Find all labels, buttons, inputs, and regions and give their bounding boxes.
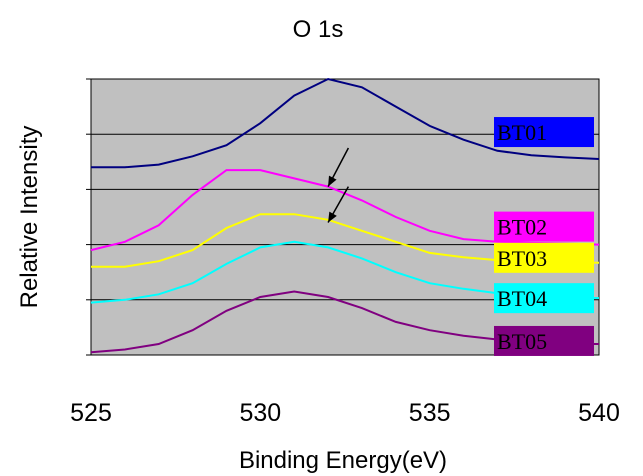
series-labels: BT01 BT02 BT03 BT04 BT05 xyxy=(494,117,594,356)
series-label-text: BT05 xyxy=(497,329,547,354)
x-axis-label: Binding Energy(eV) xyxy=(239,447,447,474)
x-tick-label: 525 xyxy=(70,399,112,427)
annotation-arrows xyxy=(327,147,350,223)
series-label-bt03: BT03 xyxy=(494,242,594,273)
annotation-arrow xyxy=(327,186,350,223)
x-tick-label: 540 xyxy=(578,399,620,427)
series-label-bt04: BT04 xyxy=(494,283,594,314)
series-label-text: BT03 xyxy=(497,246,547,271)
series-label-text: BT01 xyxy=(497,120,547,145)
series-label-text: BT02 xyxy=(497,215,547,240)
series-label-bt05: BT05 xyxy=(494,325,594,356)
series-label-bt02: BT02 xyxy=(494,211,594,242)
series-line-bt01 xyxy=(91,77,600,169)
x-tick-label: 535 xyxy=(409,399,451,427)
series-label-text: BT04 xyxy=(497,286,547,311)
annotation-arrow xyxy=(327,147,350,187)
x-tick-label: 530 xyxy=(239,399,281,427)
y-axis-label: Relative Intensity xyxy=(16,126,43,309)
x-tick-labels: 525 530 535 540 xyxy=(70,399,620,427)
series-label-bt01: BT01 xyxy=(494,117,594,148)
chart-title: O 1s xyxy=(293,16,344,43)
